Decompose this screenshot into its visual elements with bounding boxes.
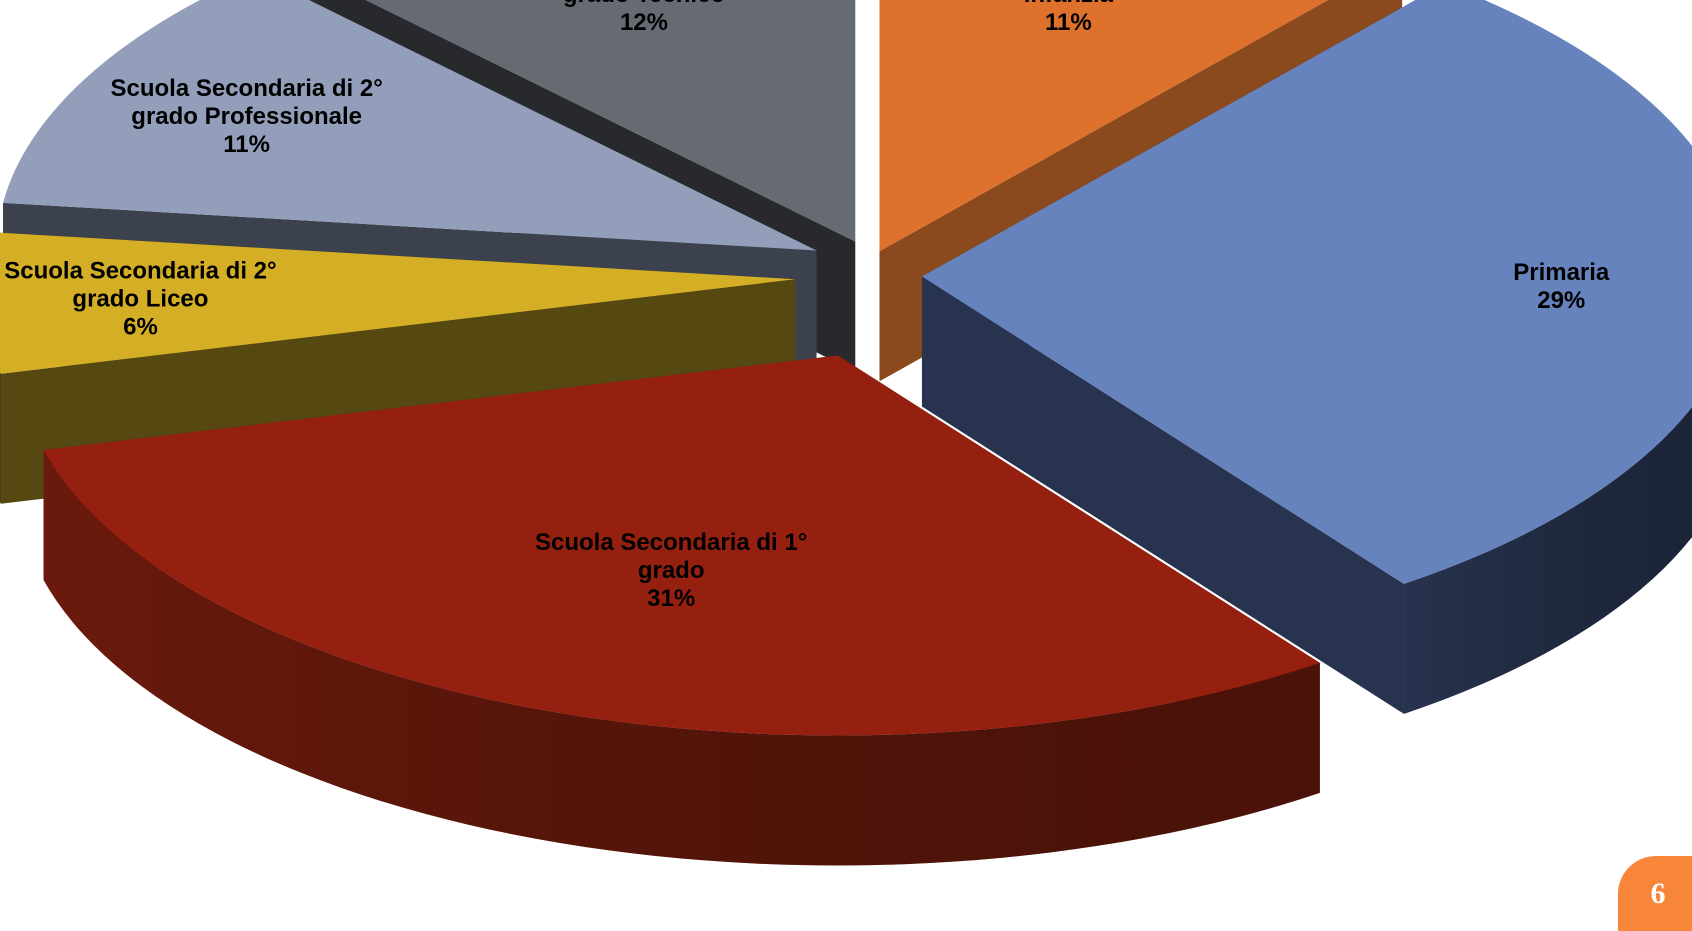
slice-name-label: Scuola Secondaria di 2°	[110, 75, 382, 102]
slice-label: Primaria 29%	[1513, 259, 1610, 314]
slice-name-label: grado Professionale	[131, 103, 362, 130]
slice-percent-label: 29%	[1537, 287, 1585, 314]
slice-name-label: grado	[638, 557, 705, 584]
pie-slice-scuola-secondaria-di-2-grado-tecnico	[365, 0, 856, 242]
pie-slice-body	[43, 355, 1320, 866]
pie-slice-scuola-secondaria-di-2-grado-professionale	[3, 0, 817, 251]
slice-name-label: grado Tecnico	[563, 0, 725, 8]
pie-slice-infanzia	[879, 0, 1329, 252]
slice-name-label: Infanzia	[1024, 0, 1114, 8]
slice-label: Infanzia11%	[1024, 0, 1114, 36]
slice-percent-label: 31%	[647, 585, 695, 612]
slice-percent-label: 11%	[223, 131, 270, 158]
pie-slice-wall-shade	[1403, 407, 1692, 714]
slice-name-label: Scuola Secondaria di 1°	[535, 529, 807, 556]
pie-slice-scuola-secondaria-di-2-grado-liceo	[0, 232, 796, 374]
pie-slice-wall-shade	[0, 372, 1, 504]
slice-name-label: Scuola Secondaria di 2°	[4, 257, 276, 284]
pie-slice-primaria	[921, 0, 1692, 584]
slice-label: Scuola Secondaria di 2° grado Professiona…	[110, 75, 382, 158]
pie-slice-cut-face	[921, 276, 1404, 714]
slice-label: Scuola Secondaria di 2° grado Liceo 6%	[4, 257, 276, 340]
page-number-badge: 6	[1618, 856, 1692, 931]
slice-percent-label: 11%	[1045, 9, 1092, 36]
slice-percent-label: 6%	[123, 313, 158, 340]
slice-label: Scuola Secondaria di 2°grado Tecnico12%	[508, 0, 780, 36]
pie-slice-scuola-secondaria-di-1-grado	[43, 355, 1320, 736]
pie-slice-wall-shade	[43, 449, 1320, 866]
slice-percent-label: 12%	[620, 9, 668, 36]
slice-name-label: grado Liceo	[72, 285, 208, 312]
slice-label: Scuola Secondaria di 1° grado 31%	[535, 529, 807, 612]
slice-name-label: Primaria	[1513, 259, 1610, 286]
pie-side-walls	[0, 0, 1692, 866]
pie-slice-body	[921, 0, 1692, 714]
